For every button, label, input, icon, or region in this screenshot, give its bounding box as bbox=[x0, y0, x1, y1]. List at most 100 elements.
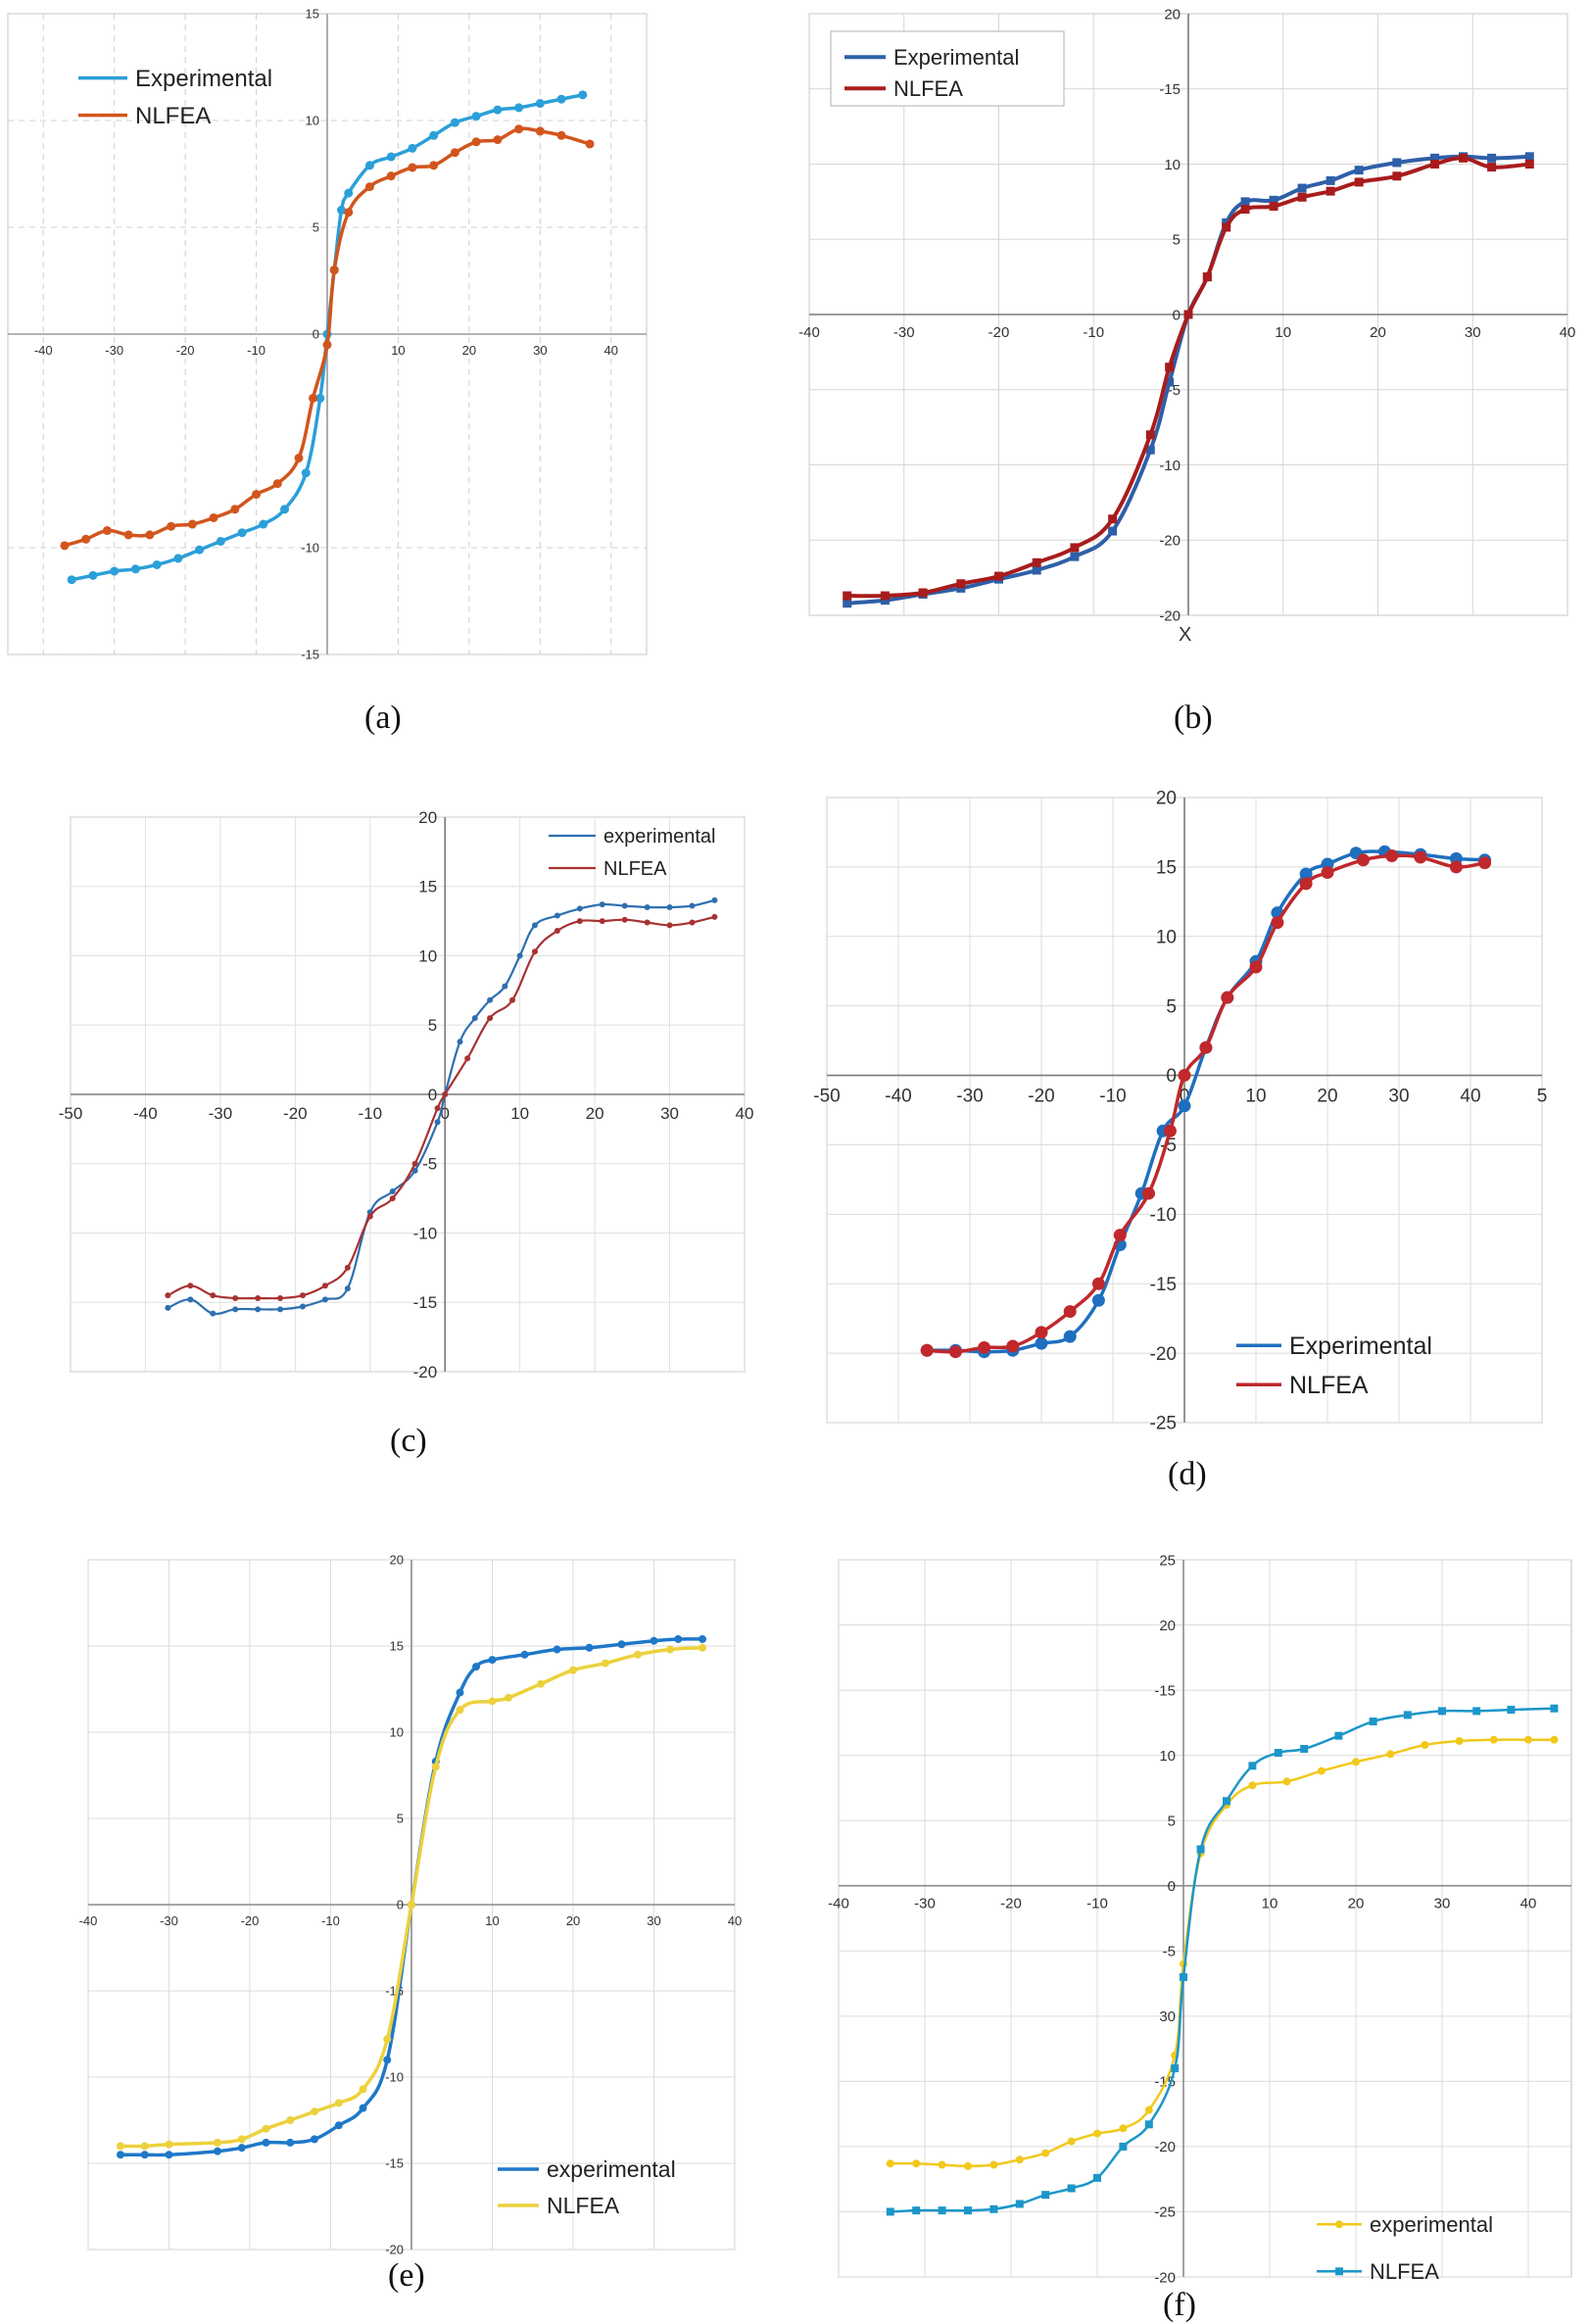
data-point bbox=[644, 903, 651, 910]
data-point bbox=[1041, 2191, 1050, 2200]
data-point bbox=[1414, 850, 1427, 864]
data-point bbox=[1249, 960, 1263, 974]
y-tick-label: 5 bbox=[1173, 232, 1181, 249]
data-point bbox=[535, 99, 545, 109]
y-tick-label: 10 bbox=[1159, 1748, 1176, 1765]
data-point bbox=[1035, 1326, 1048, 1339]
y-tick-label: -10 bbox=[413, 1224, 438, 1242]
data-point bbox=[280, 505, 290, 514]
data-point bbox=[1478, 856, 1492, 870]
data-point bbox=[1063, 1330, 1077, 1343]
x-axis-label: X bbox=[1179, 624, 1191, 646]
x-tick-label: -10 bbox=[1083, 324, 1104, 341]
data-point bbox=[140, 2151, 149, 2159]
data-point bbox=[187, 1296, 194, 1303]
data-point bbox=[1459, 153, 1469, 163]
data-point bbox=[329, 266, 339, 275]
data-point bbox=[1015, 2200, 1024, 2208]
data-point bbox=[1392, 158, 1402, 168]
data-point bbox=[576, 918, 583, 925]
data-point bbox=[1317, 1767, 1326, 1775]
data-point bbox=[67, 575, 76, 585]
y-tick-label: -10 bbox=[301, 541, 319, 556]
data-point bbox=[1142, 1186, 1155, 1200]
data-point bbox=[599, 901, 605, 908]
x-tick-label: -20 bbox=[241, 1913, 260, 1928]
x-tick-label: 10 bbox=[1245, 1087, 1266, 1107]
data-point bbox=[1269, 195, 1278, 205]
x-tick-label: 40 bbox=[736, 1104, 754, 1123]
x-tick-label: -50 bbox=[813, 1087, 840, 1107]
y-tick-label: 20 bbox=[1164, 6, 1181, 23]
y-tick-label: 5 bbox=[428, 1016, 437, 1035]
data-point bbox=[210, 1310, 217, 1317]
x-tick-label: 10 bbox=[391, 343, 405, 358]
data-point bbox=[1091, 1277, 1105, 1290]
data-point bbox=[1113, 1229, 1127, 1242]
x-tick-label: -30 bbox=[893, 324, 915, 341]
y-tick-label: 25 bbox=[1159, 1552, 1176, 1569]
chart-panel-a: -40 -30 -20 -10 10 20 30 40 -15 -10 0 5 10 15 Experime… bbox=[0, 0, 796, 745]
x-tick-label: -10 bbox=[358, 1104, 382, 1123]
data-point bbox=[487, 996, 494, 1003]
data-point bbox=[165, 2140, 173, 2149]
data-point bbox=[880, 596, 890, 605]
y-tick-label: 10 bbox=[1156, 927, 1177, 947]
y-tick-label: -5 bbox=[1163, 1944, 1176, 1961]
y-tick-label: -25 bbox=[1150, 1414, 1177, 1434]
x-tick-label: 40 bbox=[1520, 1896, 1537, 1912]
data-point bbox=[938, 2206, 946, 2215]
y-tick-label: -25 bbox=[1154, 2204, 1176, 2221]
data-point bbox=[152, 559, 162, 569]
series-line-nlfea bbox=[119, 1646, 704, 2149]
data-point bbox=[487, 1015, 494, 1022]
panel-label-c: (c) bbox=[390, 1423, 427, 1459]
data-point bbox=[140, 2142, 149, 2151]
chart-f: -40 -30 -20 -10 10 20 30 40 -20 -25 -20 -15 30 -5 0 5 10… bbox=[828, 1552, 1572, 2286]
y-tick-label: -20 bbox=[1154, 2139, 1176, 2155]
data-point bbox=[1006, 1339, 1020, 1353]
data-point bbox=[1063, 1305, 1077, 1319]
data-point bbox=[230, 505, 240, 514]
data-point bbox=[1222, 218, 1231, 227]
data-point bbox=[1108, 514, 1118, 524]
data-point bbox=[520, 1650, 529, 1659]
data-point bbox=[1035, 1336, 1048, 1350]
data-point bbox=[621, 902, 628, 909]
y-tick-label: -20 bbox=[385, 2243, 404, 2257]
data-point bbox=[1240, 205, 1250, 215]
y-tick-label: 15 bbox=[306, 7, 319, 22]
data-point bbox=[359, 2104, 367, 2112]
data-point bbox=[989, 2204, 998, 2213]
data-point bbox=[1271, 916, 1284, 930]
y-tick-label: -15 bbox=[1159, 81, 1181, 98]
data-point bbox=[110, 566, 120, 576]
data-point bbox=[1449, 860, 1463, 874]
data-point bbox=[117, 2151, 124, 2159]
legend-label: Experimental bbox=[893, 45, 1019, 70]
data-point bbox=[457, 1039, 463, 1045]
data-point bbox=[165, 2151, 173, 2159]
legend-marker bbox=[1335, 2267, 1343, 2276]
y-tick-label: 10 bbox=[418, 946, 437, 965]
data-point bbox=[364, 182, 374, 192]
data-point bbox=[237, 2135, 246, 2144]
data-point bbox=[505, 1693, 512, 1702]
data-point bbox=[994, 571, 1003, 581]
data-point bbox=[1455, 1736, 1464, 1745]
y-tick-label: -15 bbox=[1150, 1275, 1177, 1295]
data-point bbox=[1354, 177, 1364, 187]
chart-panel-b: -40 -30 -20 -10 10 20 30 40 -20 -20 -10 -5 0 5 10 -15 20… bbox=[796, 0, 1591, 745]
data-point bbox=[1041, 2149, 1050, 2157]
data-point bbox=[1248, 1781, 1257, 1790]
y-tick-label: 0 bbox=[313, 327, 319, 342]
y-tick-label: 5 bbox=[1168, 1813, 1176, 1829]
data-point bbox=[272, 479, 282, 489]
data-point bbox=[554, 912, 560, 919]
data-point bbox=[634, 1650, 642, 1659]
y-tick-label: -10 bbox=[1150, 1205, 1177, 1226]
data-point bbox=[666, 903, 673, 910]
data-point bbox=[434, 1105, 441, 1112]
data-point bbox=[60, 541, 70, 551]
x-tick-label: 5 bbox=[1537, 1087, 1548, 1107]
